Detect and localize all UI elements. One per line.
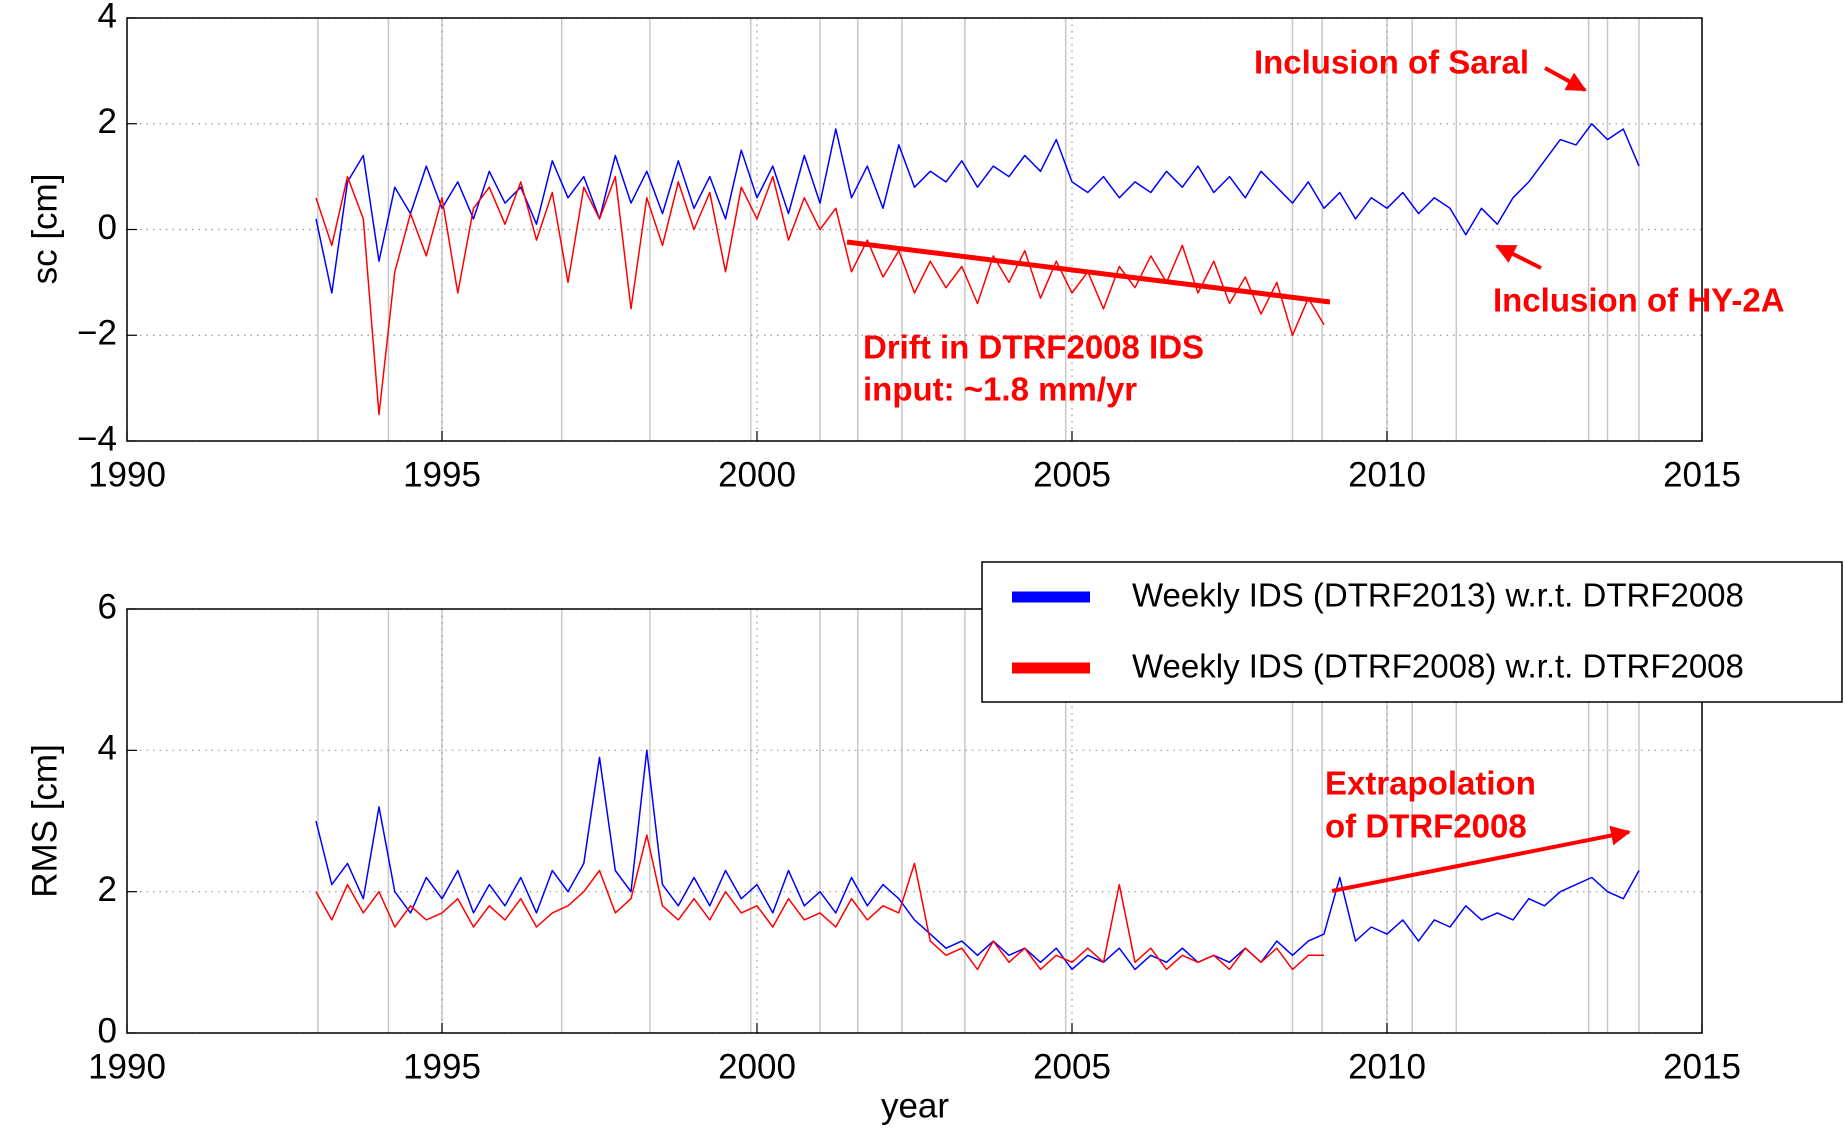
annotation-arrow [1331, 825, 1631, 893]
annotation: input: ~1.8 mm/yr [863, 371, 1137, 408]
x-tick-label: 1995 [403, 1047, 481, 1086]
annotation-arrow [1495, 244, 1542, 270]
y-tick-label: 2 [98, 102, 117, 141]
x-tick-label: 2005 [1033, 455, 1111, 494]
y-tick-label: −2 [77, 314, 117, 353]
x-axis-label: year [881, 1086, 949, 1125]
y-tick-label: 0 [98, 208, 117, 247]
x-tick-label: 1990 [88, 1047, 166, 1086]
y-tick-label: 2 [98, 870, 117, 909]
x-tick-label: 2000 [718, 455, 796, 494]
data-line [315, 834, 1324, 971]
trend-line [846, 239, 1331, 305]
legend-label: Weekly IDS (DTRF2013) w.r.t. DTRF2008 [1132, 577, 1744, 614]
y-tick-label: 0 [98, 1011, 117, 1050]
annotation: of DTRF2008 [1325, 808, 1527, 845]
legend-label: Weekly IDS (DTRF2008) w.r.t. DTRF2008 [1132, 648, 1744, 685]
legend: Weekly IDS (DTRF2013) w.r.t. DTRF2008 We… [981, 561, 1843, 703]
y-tick-label: 4 [98, 729, 117, 768]
annotation-arrow [1544, 66, 1587, 92]
annotation: Inclusion of Saral [1254, 44, 1529, 81]
x-tick-label: 2005 [1033, 1047, 1111, 1086]
x-tick-label: 2000 [718, 1047, 796, 1086]
axes-frame [126, 608, 1703, 1034]
y-axis-label: RMS [cm] [25, 744, 64, 898]
y-tick-label: 4 [98, 0, 117, 35]
data-line [315, 123, 1640, 294]
axes-frame [126, 17, 1703, 442]
y-tick-label: −4 [77, 419, 117, 458]
x-tick-label: 2010 [1348, 455, 1426, 494]
data-line [315, 749, 1640, 971]
x-tick-label: 2015 [1663, 455, 1741, 494]
x-tick-label: 1990 [88, 455, 166, 494]
annotation: Inclusion of HY-2A [1493, 282, 1785, 319]
y-axis-label: sc [cm] [25, 174, 64, 285]
x-tick-label: 2015 [1663, 1047, 1741, 1086]
annotation: Drift in DTRF2008 IDS [863, 329, 1204, 366]
y-tick-label: 6 [98, 587, 117, 626]
x-tick-label: 2010 [1348, 1047, 1426, 1086]
annotation: Extrapolation [1325, 765, 1536, 802]
data-line [315, 175, 1325, 416]
x-tick-label: 1995 [403, 455, 481, 494]
legend-box [981, 561, 1843, 703]
